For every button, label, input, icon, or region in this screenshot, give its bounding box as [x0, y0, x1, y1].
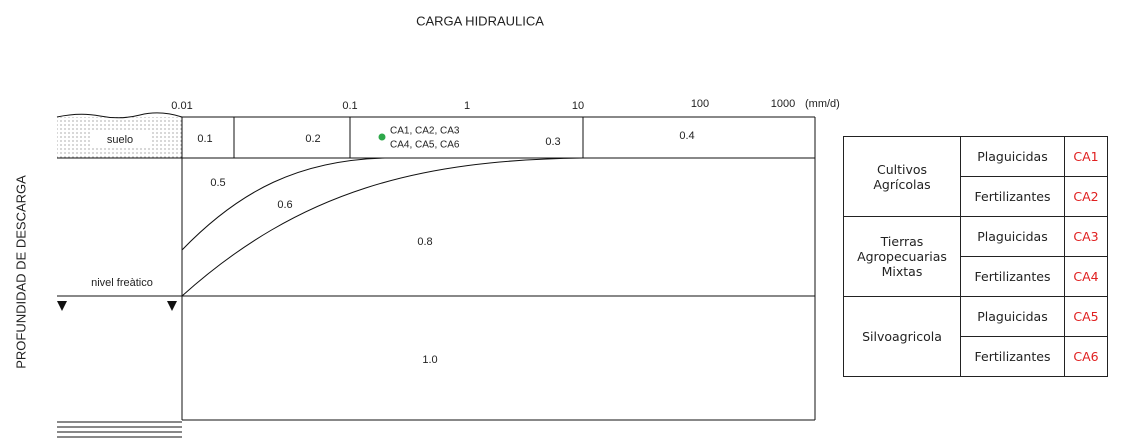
- group: Cultivos Agrícolas: [844, 137, 961, 217]
- point-label: CA1, CA2, CA3: [390, 126, 460, 137]
- title: CARGA HIDRAULICA: [416, 13, 544, 28]
- cell: Plaguicidas: [961, 137, 1065, 177]
- soil-label: suelo: [107, 134, 133, 146]
- point-label: CA4, CA5, CA6: [390, 140, 460, 151]
- code: CA4: [1065, 257, 1108, 297]
- tick: 1: [464, 100, 470, 112]
- zone-label: 0.8: [417, 236, 432, 248]
- tick: 10: [572, 100, 584, 112]
- water-mark: [57, 301, 67, 311]
- y-axis-label: PROFUNDIDAD DE DESCARGA: [13, 175, 28, 369]
- zone-label: 0.1: [197, 133, 212, 145]
- tick: 100: [691, 98, 709, 110]
- water-mark: [167, 301, 177, 311]
- group: Silvoagricola: [844, 297, 961, 377]
- cell: Plaguicidas: [961, 297, 1065, 337]
- page: CARGA HIDRAULICA PROFUNDIDAD DE DESCARGA…: [0, 0, 1131, 441]
- zone-label: 1.0: [422, 354, 437, 366]
- tick: 1000: [771, 98, 795, 110]
- curve: [182, 158, 583, 296]
- zone-label: 0.5: [210, 177, 225, 189]
- cell: Fertilizantes: [961, 177, 1065, 217]
- point: [379, 134, 386, 141]
- cell: Plaguicidas: [961, 217, 1065, 257]
- zone-label: 0.3: [545, 136, 560, 148]
- code: CA5: [1065, 297, 1108, 337]
- tick: 0.1: [342, 100, 357, 112]
- zone-label: 0.2: [305, 133, 320, 145]
- cell: Fertilizantes: [961, 257, 1065, 297]
- water-table-label: nivel freàtico: [91, 277, 153, 289]
- code: CA2: [1065, 177, 1108, 217]
- axis-ticks: 0.01 0.1 1 10 100 1000 (mm/d): [171, 98, 840, 112]
- grid: [57, 117, 815, 437]
- code: CA3: [1065, 217, 1108, 257]
- zone-label: 0.4: [679, 130, 694, 142]
- code: CA6: [1065, 337, 1108, 377]
- cell: Fertilizantes: [961, 337, 1065, 377]
- group: Tierras Agropecuarias Mixtas: [844, 217, 961, 297]
- code: CA1: [1065, 137, 1108, 177]
- zone-label: 0.6: [277, 199, 292, 211]
- unit: (mm/d): [805, 98, 840, 110]
- tick: 0.01: [171, 100, 192, 112]
